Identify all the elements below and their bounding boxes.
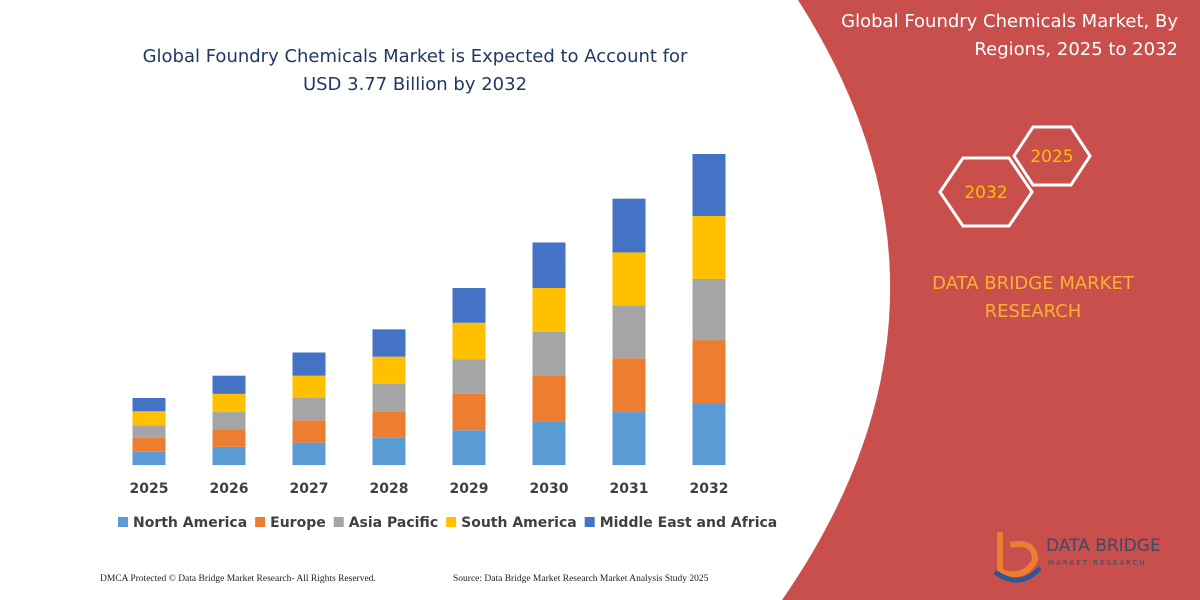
bar-segment bbox=[452, 287, 486, 323]
legend-label: Middle East and Africa bbox=[600, 515, 778, 531]
hexagon bbox=[938, 156, 1034, 228]
bar-segment bbox=[612, 412, 646, 465]
bar-segment bbox=[532, 375, 566, 422]
bar-segment bbox=[292, 398, 326, 421]
x-tick-label: 2025 bbox=[130, 481, 169, 497]
bar-segment bbox=[132, 425, 166, 438]
x-tick-label: 2032 bbox=[690, 481, 729, 497]
legend-label: South America bbox=[461, 515, 577, 531]
bar-segment bbox=[452, 393, 486, 431]
bar-segment bbox=[212, 446, 246, 465]
bar-segment bbox=[372, 383, 406, 412]
bar-segment bbox=[212, 412, 246, 430]
bar-segment bbox=[532, 331, 566, 376]
x-tick-label: 2026 bbox=[210, 481, 249, 497]
bar-segment bbox=[212, 393, 246, 413]
bar-segment bbox=[612, 198, 646, 253]
bar-segment bbox=[692, 278, 726, 341]
x-tick-label: 2030 bbox=[530, 481, 569, 497]
bar-segment bbox=[692, 402, 726, 465]
x-tick-label: 2027 bbox=[290, 481, 329, 497]
legend-label: Europe bbox=[270, 515, 326, 531]
legend-swatch bbox=[118, 517, 128, 527]
bar-segment bbox=[132, 437, 166, 452]
legend-label: North America bbox=[133, 515, 247, 531]
bar-segment bbox=[132, 451, 166, 465]
hexagon bbox=[1012, 125, 1092, 187]
bar-segment bbox=[292, 420, 326, 443]
red-panel bbox=[782, 0, 1200, 600]
bar-segment bbox=[132, 411, 166, 426]
hexagon-label: 2032 bbox=[964, 183, 1007, 203]
logo-mark bbox=[997, 532, 1039, 578]
bar-segment bbox=[612, 358, 646, 413]
legend-swatch bbox=[446, 517, 457, 527]
bar-segment bbox=[292, 442, 326, 465]
bar-segment bbox=[372, 411, 406, 438]
bar-segment bbox=[612, 252, 646, 306]
x-tick-label: 2029 bbox=[450, 481, 489, 497]
footer-right: Source: Data Bridge Market Research Mark… bbox=[453, 574, 709, 584]
bar-segment bbox=[212, 375, 246, 394]
bar-segment bbox=[532, 421, 566, 465]
bar-segment bbox=[692, 154, 726, 217]
x-tick-label: 2028 bbox=[370, 481, 409, 497]
logo-text: DATA BRIDGE bbox=[1046, 536, 1161, 556]
x-tick-label: 2031 bbox=[610, 481, 649, 497]
bar-segment bbox=[132, 398, 166, 412]
logo-subtext: MARKET RESEARCH bbox=[1048, 559, 1147, 567]
legend-swatch bbox=[584, 517, 595, 527]
bar-segment bbox=[452, 359, 486, 394]
legend-swatch bbox=[333, 517, 344, 527]
bar-segment bbox=[292, 352, 326, 376]
bar-segment bbox=[292, 375, 326, 399]
bar-segment bbox=[692, 216, 726, 279]
bar-segment bbox=[612, 305, 646, 359]
bar-segment bbox=[212, 429, 246, 447]
bar-segment bbox=[452, 322, 486, 360]
bar-segment bbox=[692, 340, 726, 403]
bar-segment bbox=[372, 437, 406, 465]
legend-swatch bbox=[255, 517, 266, 527]
bar-segment bbox=[532, 287, 566, 332]
bar-segment bbox=[372, 329, 406, 357]
brand-text: DATA BRIDGE MARKET RESEARCH bbox=[932, 273, 1134, 322]
logo-mark bbox=[993, 566, 1042, 583]
bar-segment bbox=[372, 356, 406, 384]
chart-title: Global Foundry Chemicals Market is Expec… bbox=[142, 46, 688, 95]
legend-label: Asia Pacific bbox=[349, 515, 438, 531]
footer-left: DMCA Protected © Data Bridge Market Rese… bbox=[100, 573, 376, 584]
panel-title: Global Foundry Chemicals Market, By Regi… bbox=[841, 11, 1178, 60]
bar-segment bbox=[532, 242, 566, 288]
bar-segment bbox=[452, 430, 486, 465]
hexagon-label: 2025 bbox=[1030, 147, 1073, 167]
